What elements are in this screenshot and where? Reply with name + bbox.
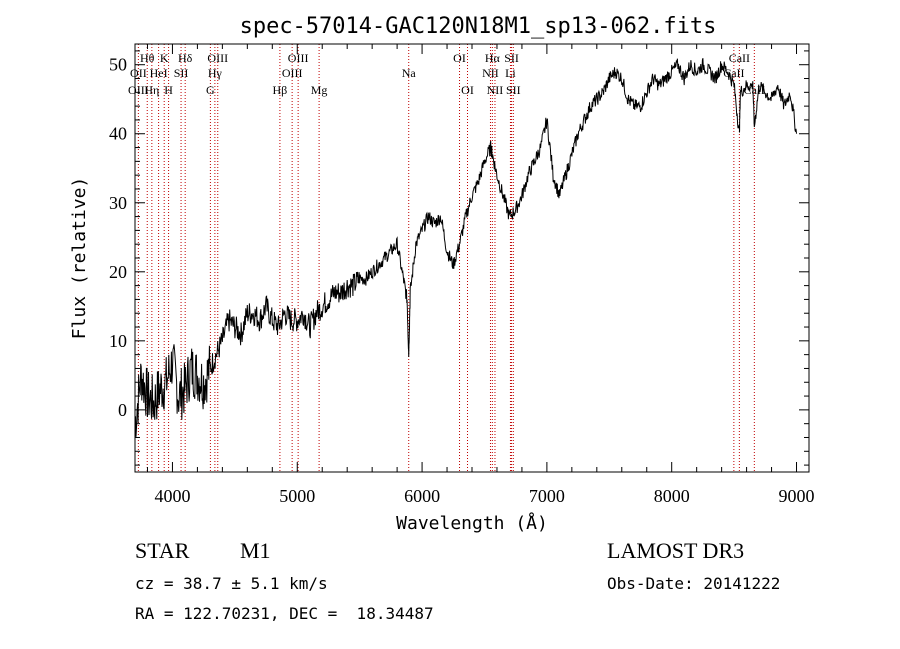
axis-ticks: 4000 5000 6000 7000 8000 9000 0 10 20 30 40 50 [109, 44, 815, 506]
x-tick-label: 6000 [404, 486, 440, 506]
chart-title: spec-57014-GAC120N18M1_sp13-062.fits [240, 14, 717, 39]
line-label: SII [506, 83, 521, 97]
line-label: OIII [288, 51, 309, 65]
coordinates: RA = 122.70231, DEC = 18.34487 [135, 604, 434, 623]
y-tick-label: 0 [118, 400, 127, 420]
object-type: STAR [135, 538, 190, 563]
redshift-cz: cz = 38.7 ± 5.1 km/s [135, 574, 328, 593]
line-label: Hδ [178, 51, 193, 65]
line-label: H [164, 83, 173, 97]
line-label: OI [453, 51, 466, 65]
line-label: OI [461, 83, 474, 97]
line-label: Hη [144, 83, 159, 97]
line-label: Hθ [140, 51, 155, 65]
y-tick-label: 40 [109, 124, 127, 144]
line-label: G [206, 83, 215, 97]
line-label: Na [402, 66, 417, 80]
line-label: OIII [207, 51, 228, 65]
emission-line-markers [137, 44, 755, 472]
x-axis-label: Wavelength (Å) [396, 512, 548, 534]
observation-date: Obs-Date: 20141222 [607, 574, 781, 593]
line-label: CaII [729, 51, 750, 65]
x-tick-label: 8000 [654, 486, 690, 506]
line-label: Mg [311, 83, 328, 97]
y-tick-label: 50 [109, 55, 127, 75]
line-label: SII [504, 51, 519, 65]
line-label: OIII [282, 66, 303, 80]
line-label: Hβ [273, 83, 288, 97]
x-tick-label: 9000 [779, 486, 815, 506]
y-tick-label: 20 [109, 262, 127, 282]
survey-name: LAMOST DR3 [607, 538, 745, 563]
x-tick-label: 7000 [529, 486, 565, 506]
line-label: OII [130, 66, 147, 80]
line-label: HeI [150, 66, 168, 80]
y-tick-label: 10 [109, 331, 127, 351]
y-tick-label: 30 [109, 193, 127, 213]
line-label: Hγ [208, 66, 223, 80]
plot-frame [134, 43, 810, 473]
line-label: K [160, 51, 169, 65]
line-label: SII [174, 66, 189, 80]
line-label: NII [487, 83, 504, 97]
line-label: NII [482, 66, 499, 80]
line-label: Hα [485, 51, 501, 65]
line-label: Li [505, 66, 516, 80]
x-tick-label: 4000 [154, 486, 190, 506]
spectral-subclass: M1 [240, 538, 271, 563]
line-label: OIII [128, 83, 149, 97]
spectrum-line [134, 58, 797, 437]
y-axis-label: Flux (relative) [69, 177, 90, 340]
x-tick-label: 5000 [279, 486, 315, 506]
line-label: CaII [744, 83, 765, 97]
